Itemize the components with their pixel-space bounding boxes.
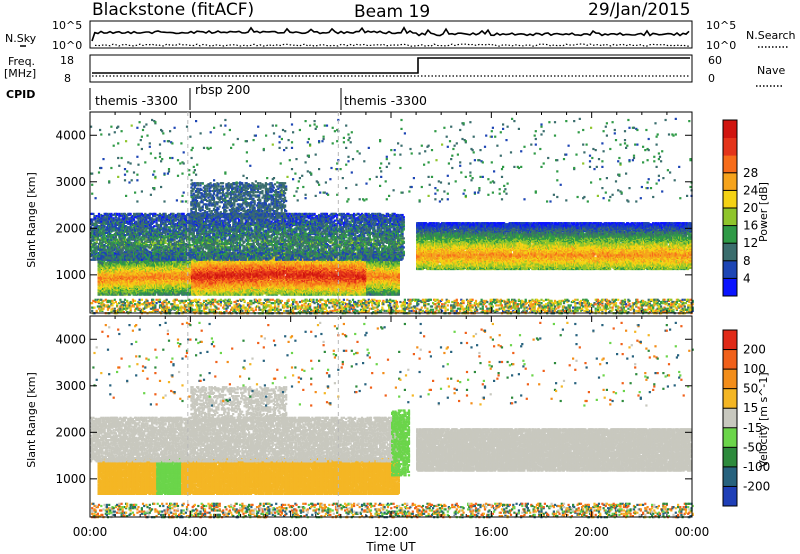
cpid-segment-2: rbsp 200: [195, 82, 250, 97]
nsearch-label: N.Search: [746, 29, 796, 42]
nave-tick-high: 60: [708, 54, 722, 67]
freq-label-line2: [MHz]: [4, 67, 36, 80]
noise-tick-high-left: 10^5: [52, 19, 82, 32]
cpid-segment-3: themis -3300: [344, 93, 427, 108]
date-title: 29/Jan/2015: [588, 0, 691, 20]
station-title: Blackstone (fitACF): [92, 0, 254, 20]
noise-tick-high-right: 10^5: [706, 19, 736, 32]
noise-traces: [92, 28, 689, 47]
nsearch-trace: [95, 44, 689, 46]
beam-title: Beam 19: [354, 2, 430, 22]
nsky-trace: [92, 28, 689, 41]
freq-panel-frame: [90, 55, 692, 82]
rti-plot: Blackstone (fitACF) Beam 19 29/Jan/2015 …: [0, 0, 800, 554]
cpid-segment-1: themis -3300: [95, 93, 178, 108]
nsky-label: N.Sky: [5, 32, 37, 45]
noise-tick-low-left: 10^0: [52, 39, 82, 52]
power-heatmap: [90, 118, 694, 315]
freq-tick-high: 18: [60, 54, 74, 67]
cpid-label: CPID: [6, 88, 35, 101]
frequency-trace: [92, 58, 690, 73]
nave-label: Nave: [757, 64, 785, 77]
noise-tick-low-right: 10^0: [706, 39, 736, 52]
nave-tick-low: 0: [708, 72, 715, 85]
freq-tick-low: 8: [64, 72, 71, 85]
